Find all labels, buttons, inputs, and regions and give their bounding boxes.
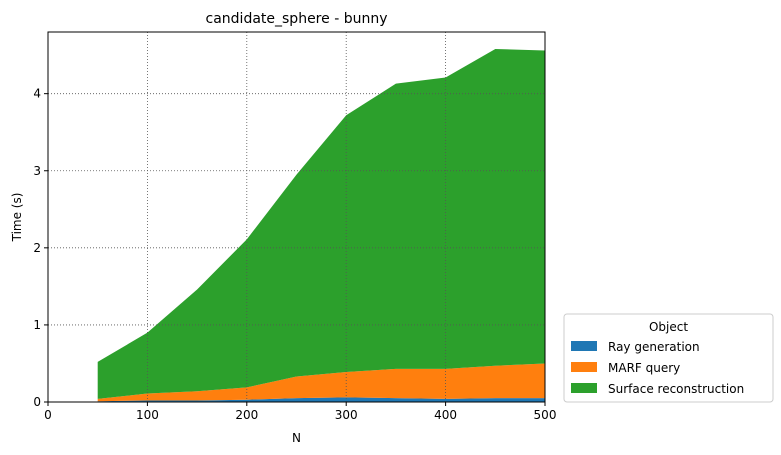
area-layers (97, 48, 545, 402)
y-tick-label: 0 (33, 395, 41, 409)
x-tick-label: 300 (335, 408, 358, 422)
x-tick-label: 400 (434, 408, 457, 422)
x-axis-ticks: 0 100 200 300 400 500 (44, 402, 556, 422)
area-surface-reconstruction (97, 48, 545, 399)
area-marf-query (97, 363, 545, 402)
plot-frame (47, 31, 546, 403)
area-ray-generation (97, 397, 545, 402)
legend-swatch-surface-reconstruction (571, 383, 597, 393)
x-tick-label: 500 (534, 408, 557, 422)
legend-label-ray-generation: Ray generation (608, 340, 700, 354)
legend: Object Ray generation MARF query Surface r… (563, 313, 774, 403)
y-tick-label: 1 (33, 318, 41, 332)
legend-title: Object (649, 320, 688, 334)
legend-box (563, 313, 774, 403)
y-axis-ticks: 0 1 2 3 4 (33, 87, 48, 409)
legend-label-surface-reconstruction: Surface reconstruction (608, 382, 744, 396)
y-axis-label: Time (s) (10, 193, 24, 243)
x-tick-label: 200 (235, 408, 258, 422)
legend-items: Ray generation MARF query Surface reconstr… (571, 340, 744, 396)
legend-label-marf-query: MARF query (608, 361, 680, 375)
x-tick-label: 0 (44, 408, 52, 422)
legend-swatch-marf-query (571, 362, 597, 372)
legend-swatch-ray-generation (571, 341, 597, 351)
x-axis-label: N (292, 431, 301, 445)
chart-title: candidate_sphere - bunny (206, 11, 388, 27)
x-tick-label: 100 (136, 408, 159, 422)
y-tick-label: 2 (33, 241, 41, 255)
y-tick-label: 4 (33, 87, 41, 101)
y-tick-label: 3 (33, 164, 41, 178)
